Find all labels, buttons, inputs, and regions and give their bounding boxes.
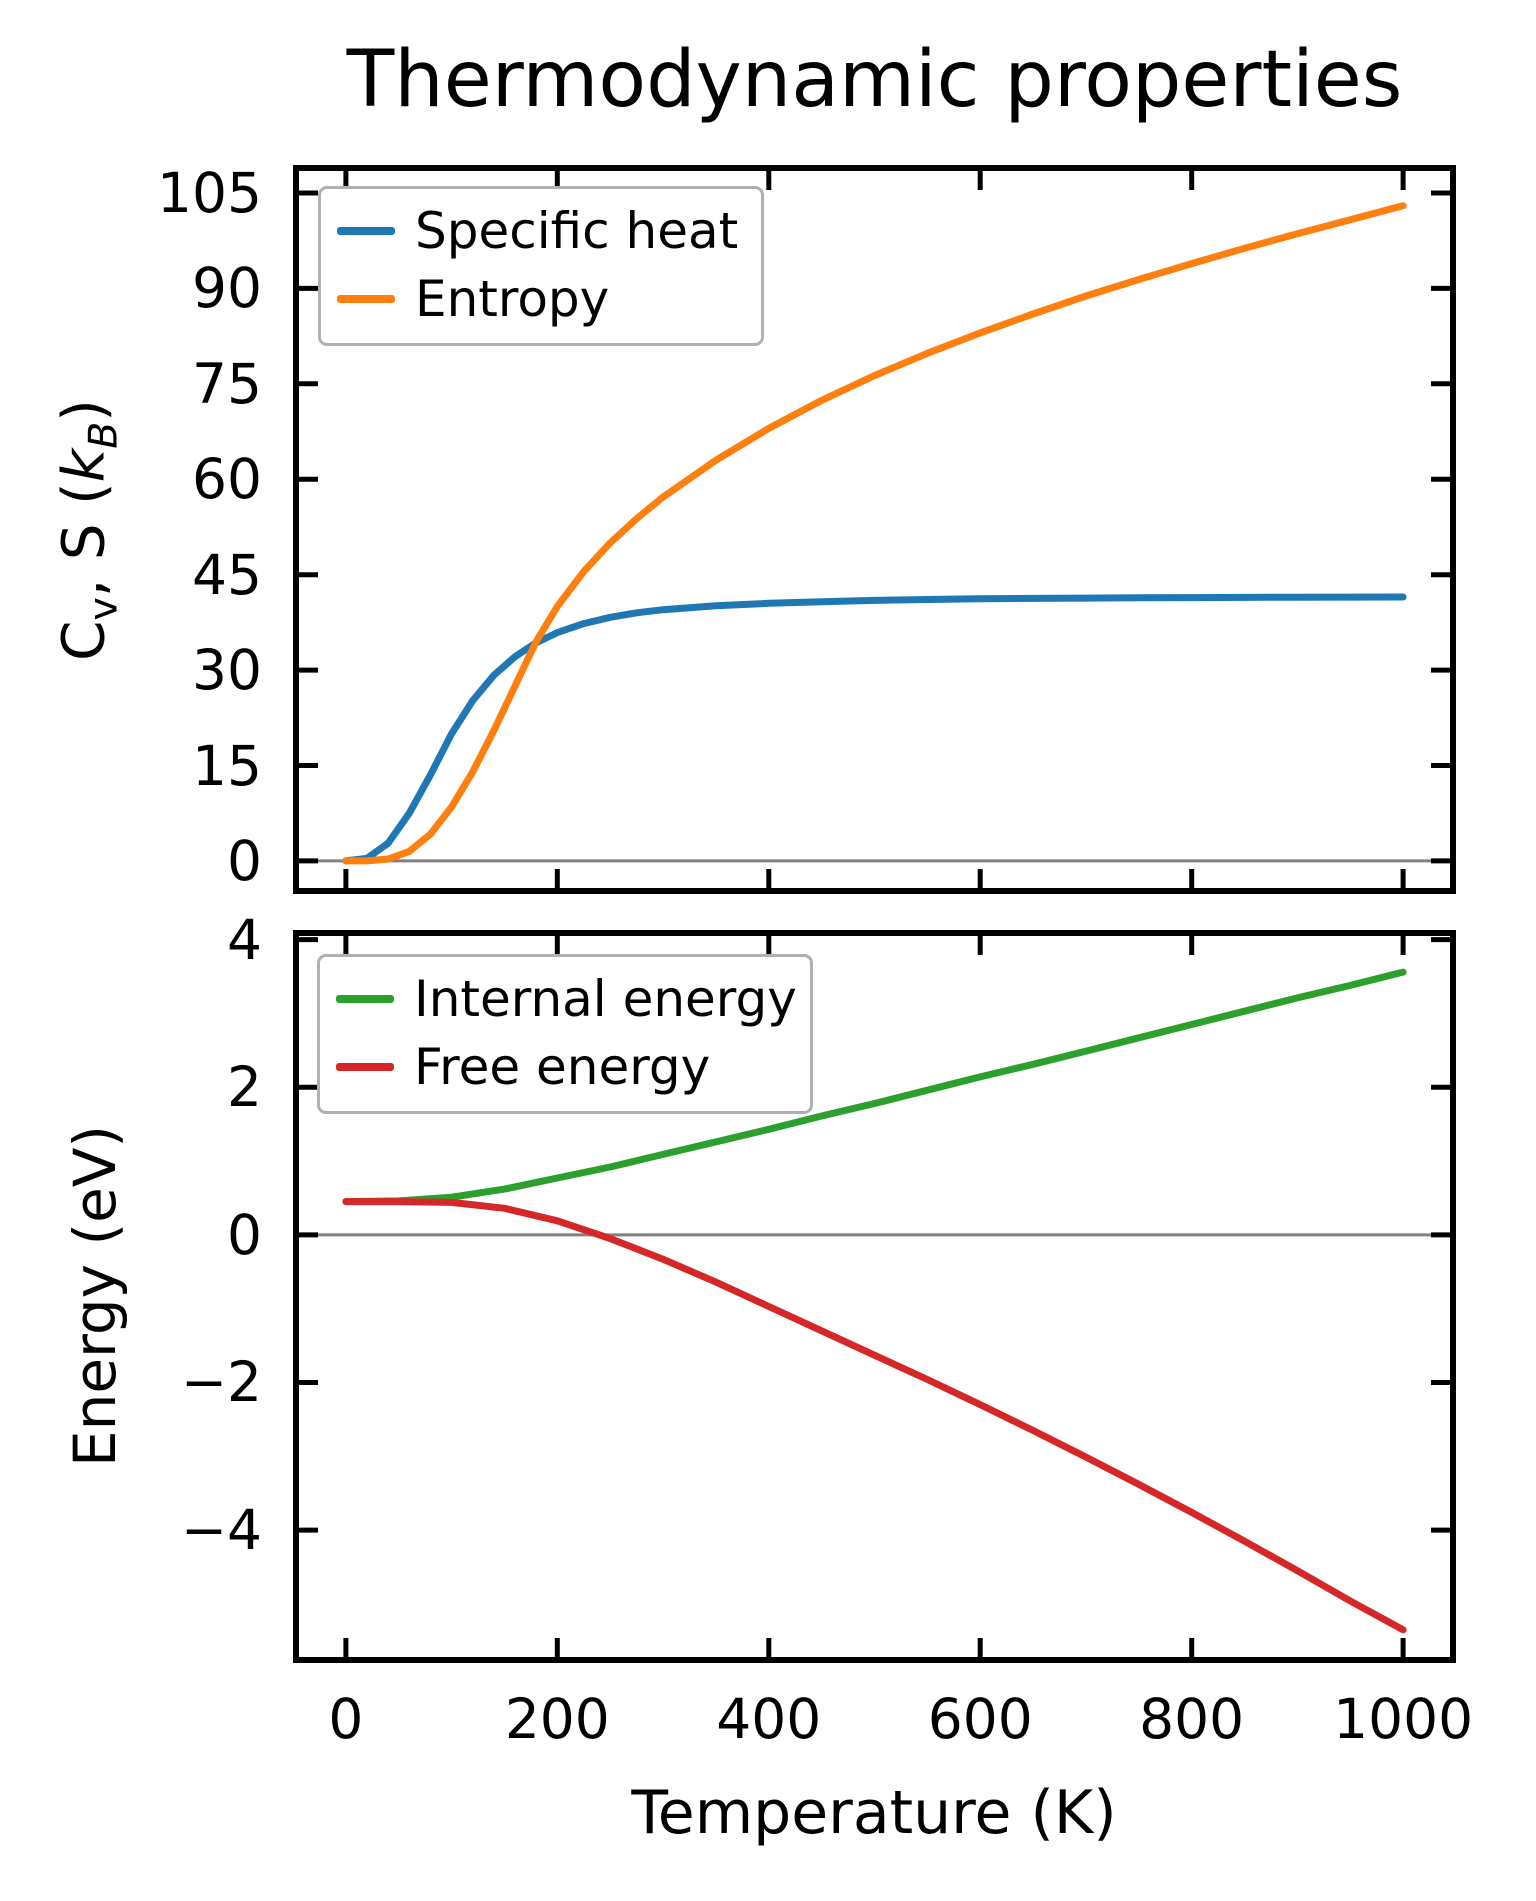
- specific-heat-entropy-plot: [293, 165, 1456, 894]
- axes-spines: [293, 930, 1456, 1663]
- y-tick-label: 60: [192, 447, 262, 512]
- y-tick-label: 2: [227, 1055, 262, 1120]
- legend-item-specific-heat: Specific heat: [337, 202, 739, 260]
- x-tick-label: 600: [927, 1687, 1033, 1751]
- series-line-specific-heat: [342, 593, 1407, 865]
- x-axis-label-temperature: Temperature (K): [631, 1778, 1117, 1848]
- y-axis-label-cv-s: Cv, S (kB): [49, 399, 127, 661]
- x-tick-label: 1000: [1333, 1687, 1474, 1751]
- legend-top-plot: Specific heat Entropy: [318, 186, 764, 346]
- legend-item-internal-energy: Internal energy: [336, 971, 797, 1027]
- series-line-entropy: [342, 202, 1407, 865]
- x-tick-label: 400: [716, 1687, 822, 1751]
- x-tick-label: 200: [504, 1687, 610, 1751]
- series-line-internal-energy: [342, 968, 1407, 1206]
- legend-label: Internal energy: [414, 970, 797, 1028]
- legend-bottom-plot: Internal energy Free energy: [317, 954, 813, 1114]
- entropy-line-swatch: [337, 295, 395, 303]
- axes-spines: [293, 165, 1456, 894]
- x-tick-label: 0: [328, 1687, 364, 1751]
- y-tick-label: 45: [192, 542, 262, 607]
- x-tick-label: 800: [1139, 1687, 1245, 1751]
- y-tick-label: −2: [180, 1350, 262, 1415]
- y-tick-label: 4: [227, 907, 262, 972]
- y-tick-label: 0: [227, 1202, 262, 1267]
- legend-item-entropy: Entropy: [337, 271, 737, 327]
- y-tick-label: 90: [192, 256, 262, 321]
- legend-label: Free energy: [414, 1038, 711, 1096]
- legend-label: Entropy: [415, 270, 610, 328]
- y-tick-label: 0: [227, 828, 262, 893]
- legend-label: Specific heat: [415, 202, 739, 260]
- y-tick-label: 75: [192, 351, 262, 416]
- y-tick-label: 105: [157, 160, 262, 225]
- free-energy-line-swatch: [336, 1063, 394, 1071]
- energy-plot: [293, 930, 1456, 1663]
- y-tick-label: 15: [192, 733, 262, 798]
- specific-heat-line-swatch: [337, 227, 395, 235]
- y-tick-label: 30: [192, 638, 262, 703]
- figure-title: Thermodynamic properties: [346, 35, 1403, 125]
- y-tick-label: −4: [180, 1498, 262, 1563]
- legend-item-free-energy: Free energy: [336, 1039, 786, 1095]
- internal-energy-line-swatch: [336, 995, 394, 1003]
- series-line-free-energy: [342, 1198, 1407, 1634]
